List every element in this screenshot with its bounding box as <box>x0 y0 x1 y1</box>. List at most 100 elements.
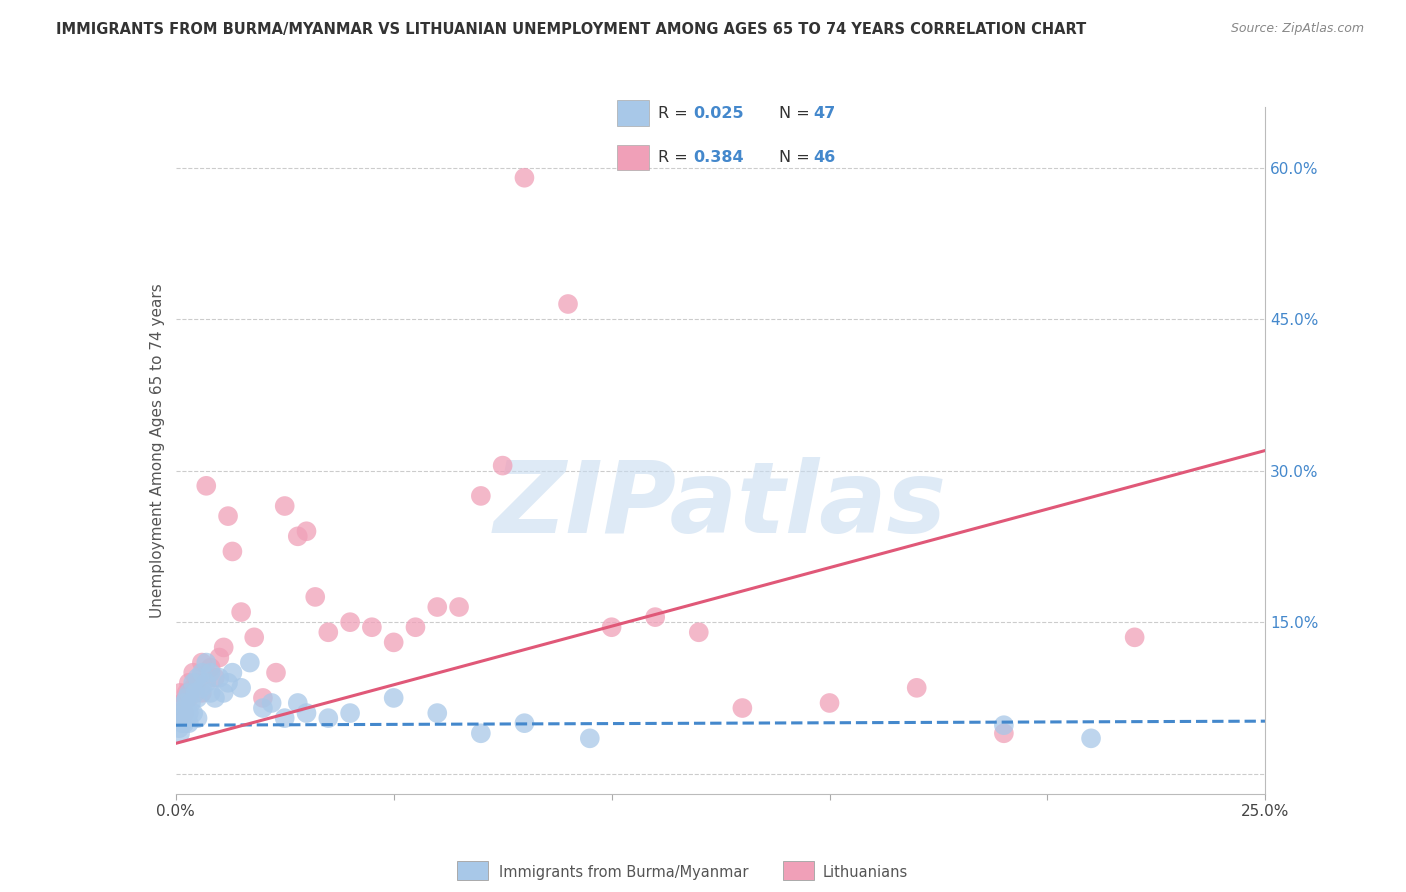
Point <box>200 665 222 680</box>
Point <box>184 686 207 700</box>
Point <box>208 671 231 685</box>
Point <box>274 499 297 513</box>
Point <box>426 706 449 720</box>
Point <box>169 706 191 720</box>
Point <box>557 297 579 311</box>
Y-axis label: Unemployment Among Ages 65 to 74 years: Unemployment Among Ages 65 to 74 years <box>149 283 165 618</box>
Point <box>177 716 200 731</box>
Point <box>360 620 382 634</box>
Point <box>731 701 754 715</box>
Point <box>339 706 361 720</box>
Point <box>252 690 274 705</box>
Point <box>600 620 623 634</box>
Point <box>513 716 536 731</box>
Point <box>221 544 243 558</box>
Text: Immigrants from Burma/Myanmar: Immigrants from Burma/Myanmar <box>499 865 748 880</box>
Point <box>173 696 195 710</box>
Point <box>173 706 195 720</box>
Point <box>274 711 297 725</box>
Point <box>200 686 222 700</box>
Point <box>191 686 214 700</box>
Point <box>295 524 318 539</box>
Point <box>1080 731 1102 746</box>
Point <box>177 690 200 705</box>
Point <box>295 706 318 720</box>
Text: 47: 47 <box>814 105 835 120</box>
Point <box>579 731 602 746</box>
Point <box>195 479 218 493</box>
Point <box>172 696 194 710</box>
Point <box>191 681 214 695</box>
Point <box>167 721 190 735</box>
Point <box>181 675 204 690</box>
Point <box>169 686 191 700</box>
FancyBboxPatch shape <box>457 861 488 880</box>
Point <box>318 625 340 640</box>
Point <box>217 509 239 524</box>
Point <box>181 706 204 720</box>
Point <box>287 529 309 543</box>
Point <box>231 681 253 695</box>
Point <box>382 635 405 649</box>
Point <box>177 686 200 700</box>
Point <box>172 716 194 731</box>
Text: R =: R = <box>658 105 693 120</box>
Point <box>191 665 214 680</box>
Point <box>470 489 492 503</box>
Point <box>186 675 209 690</box>
Point <box>200 660 222 674</box>
Text: Source: ZipAtlas.com: Source: ZipAtlas.com <box>1230 22 1364 36</box>
Point <box>186 690 209 705</box>
Point <box>818 696 841 710</box>
Point <box>470 726 492 740</box>
Point <box>993 718 1015 732</box>
Point <box>212 640 235 655</box>
Point <box>217 675 239 690</box>
Point <box>1123 630 1146 644</box>
Point <box>318 711 340 725</box>
Text: N =: N = <box>779 150 814 165</box>
Point <box>169 711 191 725</box>
Point <box>405 620 427 634</box>
Point <box>492 458 515 473</box>
Point <box>169 726 191 740</box>
Point <box>447 600 470 615</box>
Point <box>176 711 198 725</box>
Point <box>181 681 204 695</box>
Point <box>993 726 1015 740</box>
Point <box>177 675 200 690</box>
Point <box>180 696 202 710</box>
Point <box>195 675 218 690</box>
Point <box>260 696 283 710</box>
Point <box>176 686 198 700</box>
Point <box>191 656 214 670</box>
Text: 0.025: 0.025 <box>693 105 744 120</box>
Point <box>905 681 928 695</box>
Point <box>382 690 405 705</box>
Point <box>339 615 361 630</box>
Text: 0.384: 0.384 <box>693 150 744 165</box>
Point <box>176 690 198 705</box>
Point <box>231 605 253 619</box>
Point <box>208 650 231 665</box>
Point <box>644 610 666 624</box>
Point <box>181 665 204 680</box>
Point <box>186 671 209 685</box>
Point <box>172 706 194 720</box>
Point <box>204 671 226 685</box>
Bar <box>617 145 650 169</box>
Point <box>239 656 262 670</box>
Point <box>221 665 243 680</box>
Point <box>264 665 287 680</box>
Point <box>304 590 326 604</box>
Point <box>204 690 226 705</box>
Text: N =: N = <box>779 105 814 120</box>
Text: R =: R = <box>658 150 693 165</box>
Bar <box>617 101 650 126</box>
Text: ZIPatlas: ZIPatlas <box>494 457 948 554</box>
Point <box>426 600 449 615</box>
Point <box>173 701 195 715</box>
Point <box>243 630 266 644</box>
Point <box>513 170 536 185</box>
Text: 46: 46 <box>814 150 835 165</box>
